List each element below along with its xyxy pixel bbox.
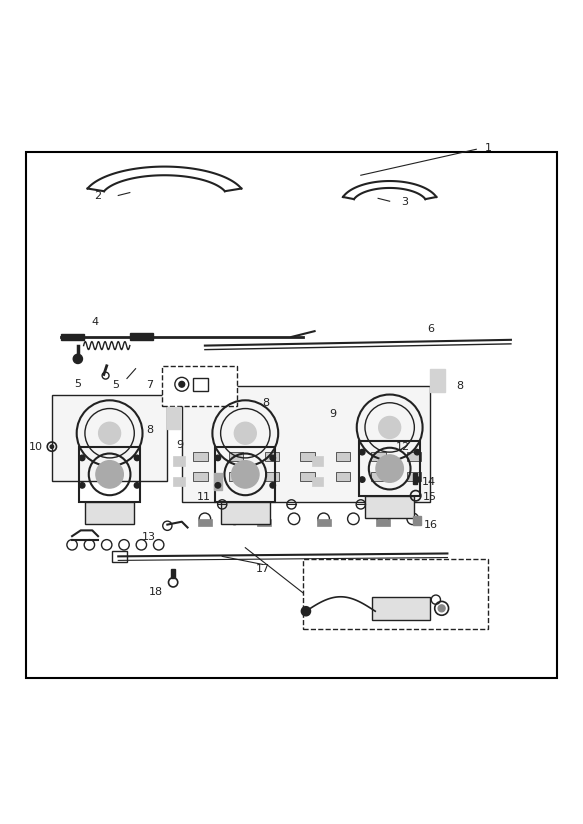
Bar [171, 569, 175, 578]
Circle shape [270, 455, 276, 461]
Bar [407, 472, 422, 481]
Bar [365, 496, 415, 518]
Bar [265, 452, 279, 461]
Bar [336, 452, 350, 461]
Bar [371, 472, 386, 481]
Text: 14: 14 [422, 477, 436, 488]
Text: 5: 5 [112, 380, 119, 391]
Text: 15: 15 [423, 493, 437, 503]
Circle shape [379, 416, 401, 438]
Text: 19: 19 [312, 590, 326, 600]
Circle shape [234, 422, 257, 444]
Circle shape [360, 477, 365, 482]
Bar [194, 452, 208, 461]
Text: 10: 10 [29, 442, 43, 452]
Circle shape [79, 483, 85, 488]
Text: 12: 12 [395, 442, 410, 452]
Text: 8: 8 [456, 381, 463, 391]
Bar [52, 395, 167, 481]
Bar [360, 441, 420, 496]
Bar [173, 476, 185, 486]
Bar [376, 519, 390, 526]
Circle shape [438, 605, 445, 611]
Text: 5: 5 [73, 378, 80, 388]
Text: 18: 18 [149, 587, 163, 597]
Bar [61, 334, 83, 339]
Bar [113, 550, 127, 562]
Circle shape [73, 354, 82, 363]
Text: 9: 9 [329, 409, 336, 419]
Bar [312, 476, 323, 486]
Circle shape [96, 461, 124, 488]
Circle shape [215, 483, 220, 488]
Bar [430, 368, 444, 391]
Text: 6: 6 [427, 324, 434, 334]
Text: 4: 4 [92, 316, 99, 326]
Bar [85, 502, 134, 524]
Bar [257, 519, 271, 526]
Text: 1: 1 [485, 143, 492, 152]
Circle shape [376, 455, 403, 482]
Bar [220, 502, 270, 524]
FancyBboxPatch shape [303, 559, 488, 629]
Circle shape [215, 455, 220, 461]
Bar [173, 456, 185, 466]
Bar [79, 447, 140, 502]
Bar [373, 597, 430, 620]
Circle shape [415, 449, 420, 455]
Bar [215, 447, 276, 502]
Bar [198, 519, 212, 526]
Circle shape [270, 483, 276, 488]
Circle shape [50, 445, 54, 448]
Text: 3: 3 [401, 197, 408, 207]
Circle shape [99, 422, 121, 444]
Bar [371, 452, 386, 461]
Bar [265, 472, 279, 481]
Circle shape [301, 606, 311, 616]
Text: 9: 9 [176, 440, 183, 450]
Bar [336, 472, 350, 481]
Circle shape [415, 477, 420, 482]
Circle shape [231, 461, 259, 488]
Bar [130, 333, 153, 339]
Bar [312, 456, 323, 466]
Text: 7: 7 [146, 381, 153, 391]
Circle shape [179, 382, 185, 387]
Circle shape [360, 449, 365, 455]
Text: 17: 17 [255, 564, 270, 574]
Text: 16: 16 [424, 520, 438, 530]
Bar [300, 452, 315, 461]
Bar [407, 452, 422, 461]
FancyBboxPatch shape [161, 366, 237, 406]
Text: 8: 8 [262, 398, 270, 409]
Text: 11: 11 [196, 492, 210, 502]
Bar [413, 516, 422, 525]
Bar [229, 452, 243, 461]
Bar [194, 378, 208, 391]
Circle shape [134, 483, 140, 488]
Bar [167, 407, 180, 429]
Text: 2: 2 [94, 191, 101, 201]
Bar [413, 473, 417, 485]
Bar [300, 472, 315, 481]
Bar [317, 519, 331, 526]
Bar [229, 472, 243, 481]
Text: 13: 13 [142, 531, 156, 541]
Text: 8: 8 [146, 425, 153, 435]
Circle shape [134, 455, 140, 461]
Bar [182, 386, 430, 502]
Circle shape [79, 455, 85, 461]
Bar [194, 472, 208, 481]
Bar [213, 473, 222, 490]
